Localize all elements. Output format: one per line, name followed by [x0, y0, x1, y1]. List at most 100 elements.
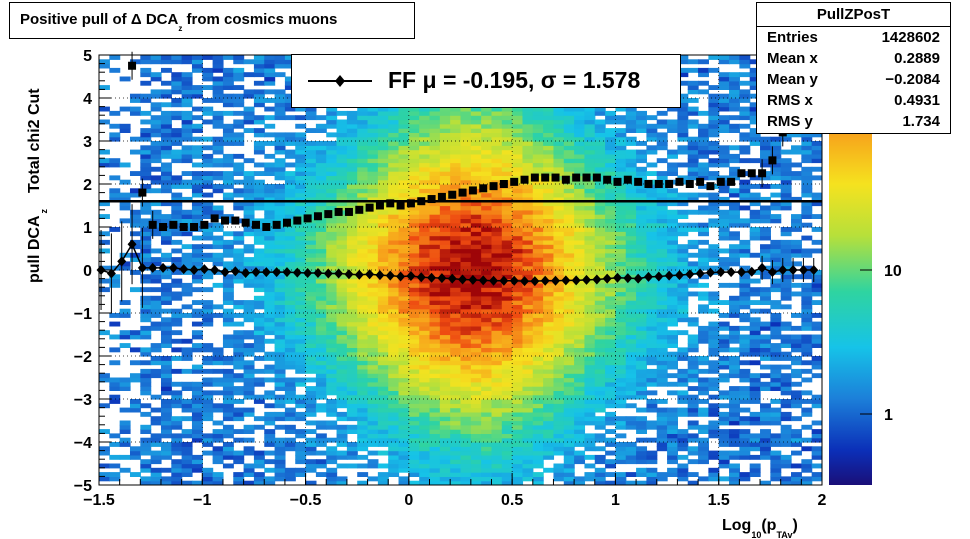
heatmap-cell: [377, 463, 389, 469]
heatmap-cell: [491, 145, 503, 151]
heatmap-cell: [615, 334, 627, 340]
heatmap-cell: [481, 166, 493, 172]
heatmap-cell: [615, 295, 627, 301]
heatmap-cell: [346, 325, 358, 331]
heatmap-cell: [450, 209, 462, 215]
heatmap-cell: [243, 201, 255, 207]
heatmap-cell: [264, 55, 276, 60]
heatmap-cell: [532, 420, 544, 426]
heatmap-cell: [553, 158, 565, 164]
heatmap-cell: [656, 145, 668, 151]
heatmap-cell: [336, 429, 348, 434]
heatmap-cell: [377, 304, 389, 310]
heatmap-cell: [222, 321, 234, 327]
heatmap-cell: [625, 123, 637, 129]
heatmap-cell: [264, 115, 276, 121]
heatmap-cell: [656, 347, 668, 353]
heatmap-cell: [305, 106, 317, 112]
heatmap-cell: [99, 162, 110, 168]
heatmap-cell: [388, 175, 400, 181]
heatmap-cell: [439, 356, 451, 361]
heatmap-cell: [181, 136, 193, 142]
heatmap-cell: [181, 338, 193, 344]
heatmap-cell: [295, 291, 307, 297]
heatmap-cell: [202, 313, 214, 318]
heatmap-cell: [532, 166, 544, 172]
heatmap-cell: [315, 360, 327, 366]
heatmap-cell: [439, 450, 451, 456]
heatmap-cell: [222, 454, 234, 460]
heatmap-cell: [439, 424, 451, 430]
heatmap-cell: [408, 239, 420, 245]
heatmap-cell: [687, 282, 699, 288]
heatmap-cell: [729, 386, 740, 391]
heatmap-cell: [491, 231, 503, 237]
heatmap-cell: [739, 295, 751, 301]
heatmap-cell: [191, 399, 203, 404]
heatmap-cell: [377, 106, 389, 112]
heatmap-cell: [615, 227, 627, 232]
heatmap-cell: [388, 222, 400, 228]
heatmap-cell: [605, 252, 617, 258]
heatmap-cell: [553, 377, 565, 383]
heatmap-cell: [584, 201, 596, 207]
heatmap-cell: [284, 93, 296, 99]
heatmap-cell: [367, 373, 379, 379]
heatmap-cell: [388, 459, 400, 465]
heatmap-cell: [708, 343, 720, 348]
heatmap-cell: [326, 411, 338, 417]
heatmap-cell: [450, 145, 462, 151]
heatmap-cell: [150, 480, 162, 485]
heatmap-cell: [160, 67, 172, 73]
heatmap-cell: [181, 110, 193, 116]
heatmap-cell: [336, 231, 348, 237]
heatmap-cell: [450, 347, 462, 353]
heatmap-cell: [687, 450, 699, 456]
heatmap-cell: [129, 192, 141, 198]
heatmap-cell: [574, 416, 586, 422]
heatmap-cell: [274, 55, 286, 60]
heatmap-cell: [698, 149, 709, 155]
heatmap-cell: [336, 252, 348, 258]
heatmap-cell: [388, 123, 400, 129]
heatmap-cell: [357, 270, 369, 275]
heatmap-cell: [543, 429, 555, 434]
heatmap-cell: [99, 239, 110, 245]
heatmap-cell: [346, 454, 358, 460]
heatmap-cell: [470, 334, 482, 340]
heatmap-cell: [388, 235, 400, 241]
heatmap-cell: [605, 399, 617, 404]
heatmap-cell: [553, 373, 565, 379]
heatmap-cell: [667, 334, 678, 340]
heatmap-cell: [543, 244, 555, 250]
heatmap-cell: [460, 201, 472, 207]
heatmap-cell: [729, 390, 740, 396]
heatmap-cell: [512, 261, 524, 267]
heatmap-cell: [212, 76, 224, 82]
heatmap-cell: [481, 295, 493, 301]
heatmap-cell: [718, 338, 730, 344]
heatmap-cell: [408, 334, 420, 340]
heatmap-cell: [522, 360, 534, 366]
heatmap-cell: [512, 123, 524, 129]
heatmap-cell: [470, 381, 482, 387]
heatmap-cell: [636, 368, 648, 374]
heatmap-cell: [419, 373, 431, 379]
heatmap-cell: [315, 153, 327, 159]
heatmap-cell: [605, 416, 617, 422]
heatmap-cell: [646, 115, 658, 121]
heatmap-cell: [584, 381, 596, 387]
heatmap-cell: [171, 416, 183, 422]
heatmap-cell: [605, 274, 617, 280]
heatmap-cell: [470, 136, 482, 142]
heatmap-cell: [636, 227, 648, 232]
heatmap-cell: [636, 261, 648, 267]
heatmap-cell: [243, 368, 255, 374]
heatmap-cell: [398, 231, 410, 237]
heatmap-cell: [129, 407, 141, 413]
heatmap-cell: [222, 411, 234, 417]
heatmap-cell: [718, 463, 730, 469]
heatmap-cell: [501, 399, 513, 404]
heatmap-cell: [501, 110, 513, 116]
heatmap-cell: [429, 244, 441, 250]
